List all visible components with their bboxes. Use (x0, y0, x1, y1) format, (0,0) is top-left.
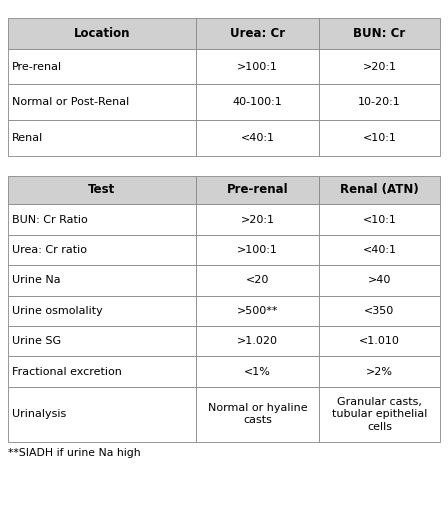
Bar (319, 120, 440, 156)
Text: 10-20:1: 10-20:1 (358, 97, 401, 107)
Text: <1%: <1% (244, 366, 271, 377)
Bar (319, 326, 440, 356)
Text: >500**: >500** (237, 305, 278, 316)
Text: <10:1: <10:1 (362, 133, 396, 143)
Bar (319, 296, 440, 326)
Text: **SIADH if urine Na high: **SIADH if urine Na high (8, 448, 141, 458)
Text: Test: Test (88, 183, 116, 196)
Text: >20:1: >20:1 (241, 214, 275, 225)
Text: Fractional excretion: Fractional excretion (12, 366, 121, 377)
Text: <350: <350 (364, 305, 395, 316)
Bar (319, 235, 440, 265)
Bar (8, 265, 196, 296)
Bar (319, 387, 440, 442)
Text: BUN: Cr Ratio: BUN: Cr Ratio (12, 214, 87, 225)
Text: >2%: >2% (366, 366, 393, 377)
Text: >20:1: >20:1 (362, 61, 396, 72)
Bar (319, 49, 440, 84)
Bar (319, 84, 440, 120)
Bar (8, 204, 196, 235)
Text: Pre-renal: Pre-renal (12, 61, 62, 72)
Text: >1.020: >1.020 (237, 336, 278, 346)
Bar (8, 326, 196, 356)
Text: Urea: Cr: Urea: Cr (230, 27, 285, 40)
Text: <20: <20 (246, 275, 269, 286)
Bar (196, 84, 319, 120)
Bar (196, 176, 319, 204)
Bar (319, 204, 440, 235)
Bar (8, 296, 196, 326)
Bar (8, 49, 196, 84)
Text: Granular casts,
tubular epithelial
cells: Granular casts, tubular epithelial cells (332, 397, 427, 432)
Text: <40:1: <40:1 (241, 133, 275, 143)
Bar (196, 18, 319, 49)
Text: Location: Location (74, 27, 130, 40)
Bar (196, 235, 319, 265)
Bar (196, 326, 319, 356)
Bar (8, 18, 196, 49)
Text: <10:1: <10:1 (362, 214, 396, 225)
Text: Normal or Post-Renal: Normal or Post-Renal (12, 97, 129, 107)
Bar (319, 265, 440, 296)
Text: <1.010: <1.010 (359, 336, 400, 346)
Text: >100:1: >100:1 (237, 61, 278, 72)
Bar (8, 356, 196, 387)
Text: Normal or hyaline
casts: Normal or hyaline casts (208, 403, 307, 425)
Bar (196, 120, 319, 156)
Bar (319, 356, 440, 387)
Text: Urine osmolality: Urine osmolality (12, 305, 103, 316)
Text: Urinalysis: Urinalysis (12, 409, 66, 419)
Bar (196, 356, 319, 387)
Text: 40-100:1: 40-100:1 (233, 97, 282, 107)
Bar (196, 265, 319, 296)
Bar (8, 84, 196, 120)
Bar (196, 387, 319, 442)
Text: Urea: Cr ratio: Urea: Cr ratio (12, 245, 86, 255)
Text: Urine SG: Urine SG (12, 336, 61, 346)
Bar (196, 49, 319, 84)
Bar (319, 18, 440, 49)
Text: <40:1: <40:1 (362, 245, 396, 255)
Bar (196, 296, 319, 326)
Text: Urine Na: Urine Na (12, 275, 60, 286)
Text: BUN: Cr: BUN: Cr (353, 27, 405, 40)
Bar (8, 235, 196, 265)
Text: >100:1: >100:1 (237, 245, 278, 255)
Bar (196, 204, 319, 235)
Text: >40: >40 (368, 275, 391, 286)
Bar (319, 176, 440, 204)
Bar (8, 120, 196, 156)
Text: Pre-renal: Pre-renal (227, 183, 288, 196)
Bar (8, 176, 196, 204)
Text: Renal (ATN): Renal (ATN) (340, 183, 419, 196)
Text: Renal: Renal (12, 133, 43, 143)
Bar (8, 387, 196, 442)
